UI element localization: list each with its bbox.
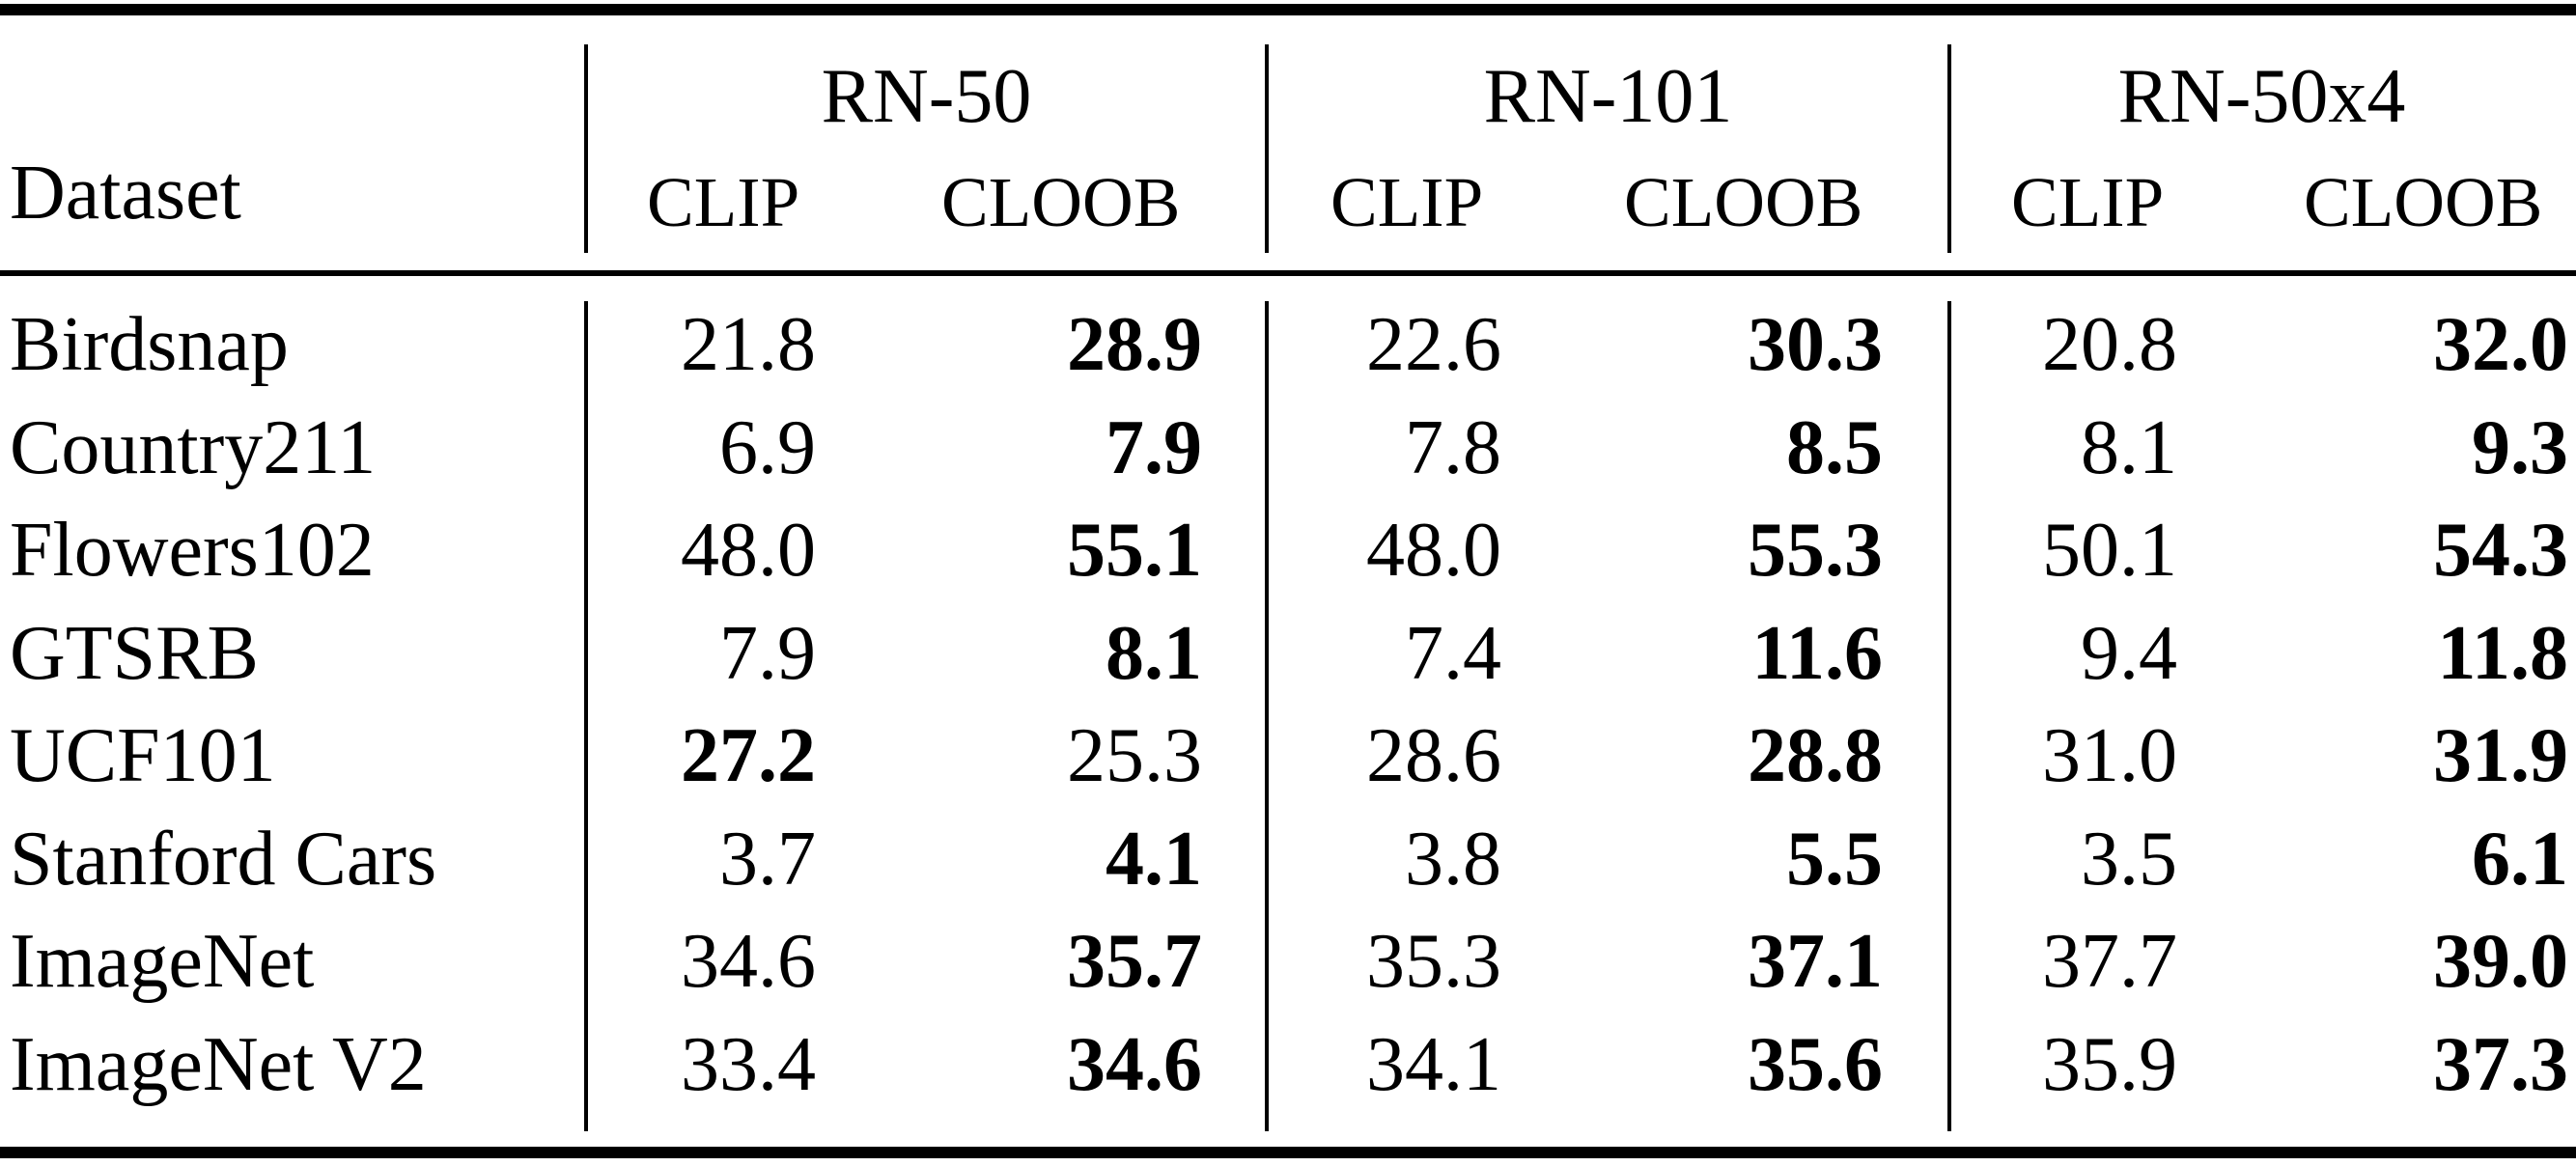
- row-dataset-label: Flowers102: [10, 508, 375, 593]
- table-cell: 31.0: [2042, 713, 2177, 798]
- sub-header-clip: CLIP: [1330, 163, 1484, 241]
- row-dataset-label: Country211: [10, 404, 377, 490]
- table-cell: 50.1: [2042, 508, 2177, 593]
- table-cell: 6.1: [2472, 816, 2568, 902]
- table-cell: 3.5: [2081, 816, 2177, 902]
- sub-header-cloob: CLOOB: [1624, 163, 1863, 241]
- bottom-rule: [0, 1147, 2576, 1158]
- dataset-column-header: Dataset: [10, 151, 241, 236]
- table-cell: 21.8: [681, 302, 816, 387]
- table-cell: 8.5: [1786, 404, 1883, 490]
- table-cell: 33.4: [681, 1021, 816, 1107]
- table-cell: 55.3: [1748, 508, 1883, 593]
- table-cell: 22.6: [1366, 302, 1501, 387]
- table-cell: 9.3: [2472, 404, 2568, 490]
- sub-header-cloob: CLOOB: [2304, 163, 2543, 241]
- table-cell: 8.1: [2081, 404, 2177, 490]
- column-divider: [584, 301, 588, 1131]
- group-header-rn-50x4: RN-50x4: [2117, 54, 2406, 139]
- sub-header-cloob: CLOOB: [941, 163, 1181, 241]
- top-rule: [0, 4, 2576, 15]
- header-rule: [0, 270, 2576, 276]
- row-dataset-label: Stanford Cars: [10, 816, 437, 902]
- group-header-rn-50: RN-50: [821, 54, 1032, 139]
- table-cell: 11.6: [1751, 610, 1883, 696]
- table-cell: 7.8: [1405, 404, 1501, 490]
- table-cell: 31.9: [2433, 713, 2568, 798]
- table-cell: 28.6: [1366, 713, 1501, 798]
- table-cell: 3.8: [1405, 816, 1501, 902]
- column-divider: [1265, 44, 1269, 253]
- table-cell: 37.1: [1748, 919, 1883, 1004]
- table-cell: 27.2: [681, 713, 816, 798]
- table-cell: 54.3: [2433, 508, 2568, 593]
- table-cell: 34.1: [1366, 1021, 1501, 1107]
- table-cell: 5.5: [1786, 816, 1883, 902]
- column-divider: [1947, 301, 1951, 1131]
- table-cell: 35.9: [2042, 1021, 2177, 1107]
- table-cell: 55.1: [1067, 508, 1202, 593]
- table-cell: 11.8: [2437, 610, 2568, 696]
- table-cell: 34.6: [681, 919, 816, 1004]
- table-cell: 39.0: [2433, 919, 2568, 1004]
- table-cell: 7.9: [719, 610, 816, 696]
- row-dataset-label: ImageNet V2: [10, 1021, 427, 1107]
- table-cell: 20.8: [2042, 302, 2177, 387]
- group-header-rn-101: RN-101: [1483, 54, 1733, 139]
- sub-header-clip: CLIP: [2011, 163, 2165, 241]
- table-cell: 35.3: [1366, 919, 1501, 1004]
- row-dataset-label: GTSRB: [10, 610, 259, 696]
- column-divider: [1947, 44, 1951, 253]
- row-dataset-label: ImageNet: [10, 919, 315, 1004]
- table-cell: 35.7: [1067, 919, 1202, 1004]
- table-cell: 30.3: [1748, 302, 1883, 387]
- table-cell: 6.9: [719, 404, 816, 490]
- table-cell: 7.9: [1106, 404, 1202, 490]
- table-cell: 25.3: [1067, 713, 1202, 798]
- table-cell: 48.0: [1366, 508, 1501, 593]
- table-cell: 3.7: [719, 816, 816, 902]
- table-cell: 9.4: [2081, 610, 2177, 696]
- table-cell: 8.1: [1106, 610, 1202, 696]
- table-cell: 48.0: [681, 508, 816, 593]
- row-dataset-label: UCF101: [10, 713, 276, 798]
- row-dataset-label: Birdsnap: [10, 302, 289, 387]
- table-cell: 7.4: [1405, 610, 1501, 696]
- sub-header-clip: CLIP: [647, 163, 800, 241]
- table-cell: 28.8: [1748, 713, 1883, 798]
- table-cell: 37.3: [2433, 1021, 2568, 1107]
- table-cell: 4.1: [1106, 816, 1202, 902]
- column-divider: [584, 44, 588, 253]
- table-cell: 28.9: [1067, 302, 1202, 387]
- table-cell: 35.6: [1748, 1021, 1883, 1107]
- table-cell: 34.6: [1067, 1021, 1202, 1107]
- table-cell: 37.7: [2042, 919, 2177, 1004]
- table-cell: 32.0: [2433, 302, 2568, 387]
- column-divider: [1265, 301, 1269, 1131]
